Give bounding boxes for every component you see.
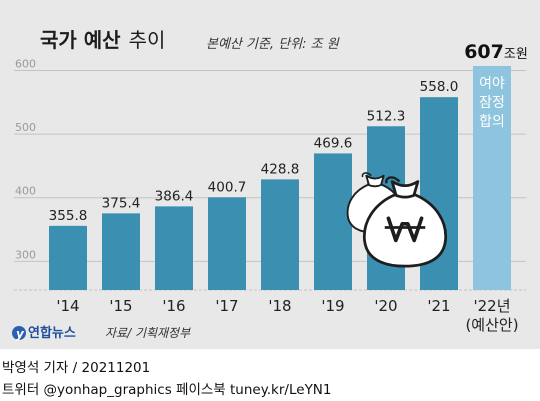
x-tick-label: '19 <box>321 297 344 315</box>
yonhap-logo: y 연합뉴스 <box>12 325 76 341</box>
yonhap-logo-icon <box>12 326 26 340</box>
value-label: 386.4 <box>155 188 194 204</box>
chart-title: 국가 예산 추이 <box>40 28 165 52</box>
y-tick-label: 500 <box>15 121 36 134</box>
won-sign-icon <box>386 216 424 243</box>
bar-annotation: 합의 <box>479 114 505 130</box>
value-label: 355.8 <box>49 208 88 224</box>
bar-annotation: 여야 <box>479 76 505 92</box>
footer: 박영석 기자 / 20211201 트위터 @yonhap_graphics 페… <box>0 349 540 401</box>
x-tick-label: '22년 <box>473 297 510 315</box>
bar <box>155 206 193 290</box>
chart-title-sub: 추이 <box>129 28 166 52</box>
unit-note: 본예산 기준, 단위: 조 원 <box>206 37 340 52</box>
value-label: 607조원 <box>464 41 528 63</box>
y-tick-label: 400 <box>15 185 36 198</box>
chart-title-main: 국가 예산 <box>40 28 121 52</box>
money-bag-won-icon <box>363 176 447 268</box>
bar <box>261 179 299 290</box>
x-tick-label: '21 <box>427 297 450 315</box>
x-tick-label: '14 <box>56 297 79 315</box>
chart-card: 국가 예산 추이 본예산 기준, 단위: 조 원 300 400 500 600 355… <box>0 0 540 349</box>
value-label: 558.0 <box>420 79 459 95</box>
svg-text:y: y <box>16 327 25 341</box>
bar <box>473 66 511 290</box>
x-tick-label: '18 <box>268 297 291 315</box>
x-tick-label: '20 <box>374 297 397 315</box>
byline: 박영석 기자 / 20211201 <box>2 360 151 376</box>
bar <box>208 197 246 290</box>
x-tick-label: '16 <box>162 297 185 315</box>
logo-text: 연합뉴스 <box>28 325 76 341</box>
y-tick-label: 300 <box>15 248 36 261</box>
y-tick-label: 600 <box>15 57 36 70</box>
x-tick-label: '17 <box>215 297 238 315</box>
budget-chart: 국가 예산 추이 본예산 기준, 단위: 조 원 300 400 500 600 355… <box>12 28 528 341</box>
value-label: 512.3 <box>367 108 406 124</box>
social-links: 트위터 @yonhap_graphics 페이스북 tuney.kr/LeYN1 <box>2 382 332 398</box>
x-tick-sublabel: (예산안) <box>465 316 518 334</box>
x-tick-label: '15 <box>109 297 132 315</box>
bar-annotation: 잠정 <box>479 95 505 111</box>
bar <box>102 213 140 290</box>
source-note: 자료/ 기획재정부 <box>105 326 191 340</box>
bar <box>49 225 87 290</box>
value-label: 375.4 <box>102 195 141 211</box>
value-label: 428.8 <box>261 161 300 177</box>
bar <box>314 153 352 290</box>
value-label: 400.7 <box>208 179 247 195</box>
value-label: 469.6 <box>314 135 353 151</box>
